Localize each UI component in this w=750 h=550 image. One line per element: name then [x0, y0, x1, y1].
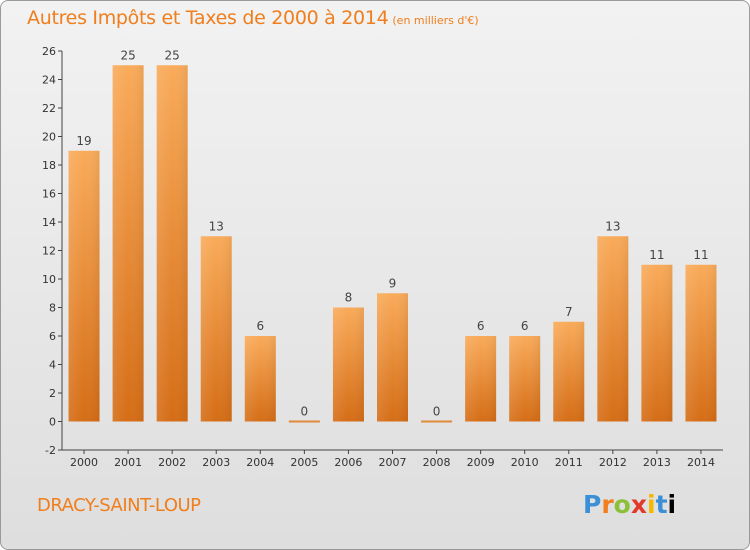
bar-sheen	[200, 236, 232, 422]
bar-value-label: 9	[389, 276, 397, 290]
x-tick-label: 2005	[290, 456, 318, 469]
commune-name: DRACY-SAINT-LOUP	[37, 495, 201, 516]
x-tick-label: 2010	[511, 456, 539, 469]
logo-letter: i	[647, 490, 656, 519]
bar-sheen	[685, 264, 717, 422]
y-tick-label: 2	[49, 387, 56, 400]
x-tick-label: 2006	[334, 456, 362, 469]
chart-title: Autres Impôts et Taxes de 2000 à 2014 (en…	[27, 7, 479, 29]
bar-value-label: 13	[209, 219, 224, 233]
y-tick-label: 26	[42, 45, 56, 58]
logo-letter: t	[655, 490, 668, 519]
bar-value-label: 8	[345, 291, 353, 305]
x-tick-label: 2000	[70, 456, 98, 469]
bar-sheen	[641, 264, 673, 422]
logo-letter: i	[667, 490, 677, 519]
x-tick-label: 2004	[246, 456, 274, 469]
bar-value-label: 25	[165, 48, 180, 62]
y-tick-label: 10	[42, 273, 56, 286]
bar-value-label: 7	[565, 305, 573, 319]
logo-letter: r	[601, 490, 614, 519]
bar-sheen	[156, 65, 188, 422]
bar-value-label: 0	[433, 405, 441, 419]
y-tick-label: 14	[42, 216, 56, 229]
y-tick-label: 8	[49, 302, 56, 315]
chart-title-text: Autres Impôts et Taxes de 2000 à 2014	[27, 7, 389, 29]
bar-sheen	[509, 336, 541, 422]
x-tick-label: 2008	[423, 456, 451, 469]
y-tick-label: 22	[42, 102, 56, 115]
bar-value-label: 6	[477, 319, 485, 333]
bar-sheen	[112, 65, 144, 422]
bar-sheen	[377, 293, 408, 422]
y-tick-label: -2	[45, 444, 56, 457]
x-tick-label: 2013	[643, 456, 671, 469]
bar-sheen	[332, 307, 364, 422]
bar-value-label: 19	[76, 134, 91, 148]
y-tick-label: 4	[49, 359, 56, 372]
bar	[288, 420, 320, 423]
logo-letter: P	[583, 490, 602, 519]
proxiti-logo: Proxiti	[583, 490, 676, 519]
x-tick-label: 2007	[379, 456, 407, 469]
bar-value-label: 6	[256, 319, 264, 333]
x-tick-label: 2009	[467, 456, 495, 469]
bar-sheen	[597, 236, 629, 422]
bar-value-label: 11	[693, 248, 708, 262]
bar-sheen	[244, 336, 276, 422]
logo-letter: x	[630, 490, 647, 519]
x-tick-label: 2014	[687, 456, 715, 469]
bar-sheen	[553, 321, 585, 422]
y-tick-label: 20	[42, 131, 56, 144]
x-tick-label: 2011	[555, 456, 583, 469]
x-tick-label: 2003	[202, 456, 230, 469]
bar-sheen	[68, 150, 100, 422]
x-tick-label: 2001	[114, 456, 142, 469]
y-tick-label: 12	[42, 245, 56, 258]
bar-value-label: 25	[120, 48, 135, 62]
chart-subtitle: (en milliers d'€)	[392, 14, 479, 27]
bar-value-label: 6	[521, 319, 529, 333]
y-tick-label: 18	[42, 159, 56, 172]
y-tick-label: 0	[49, 416, 56, 429]
bar-value-label: 13	[605, 219, 620, 233]
logo-letter: o	[613, 490, 631, 519]
y-tick-label: 6	[49, 330, 56, 343]
bar-sheen	[465, 336, 497, 422]
x-tick-label: 2002	[158, 456, 186, 469]
bar-value-label: 11	[649, 248, 664, 262]
y-tick-label: 24	[42, 74, 56, 87]
y-tick-label: 16	[42, 188, 56, 201]
bar	[421, 420, 453, 423]
bar-value-label: 0	[301, 405, 309, 419]
x-tick-label: 2012	[599, 456, 627, 469]
